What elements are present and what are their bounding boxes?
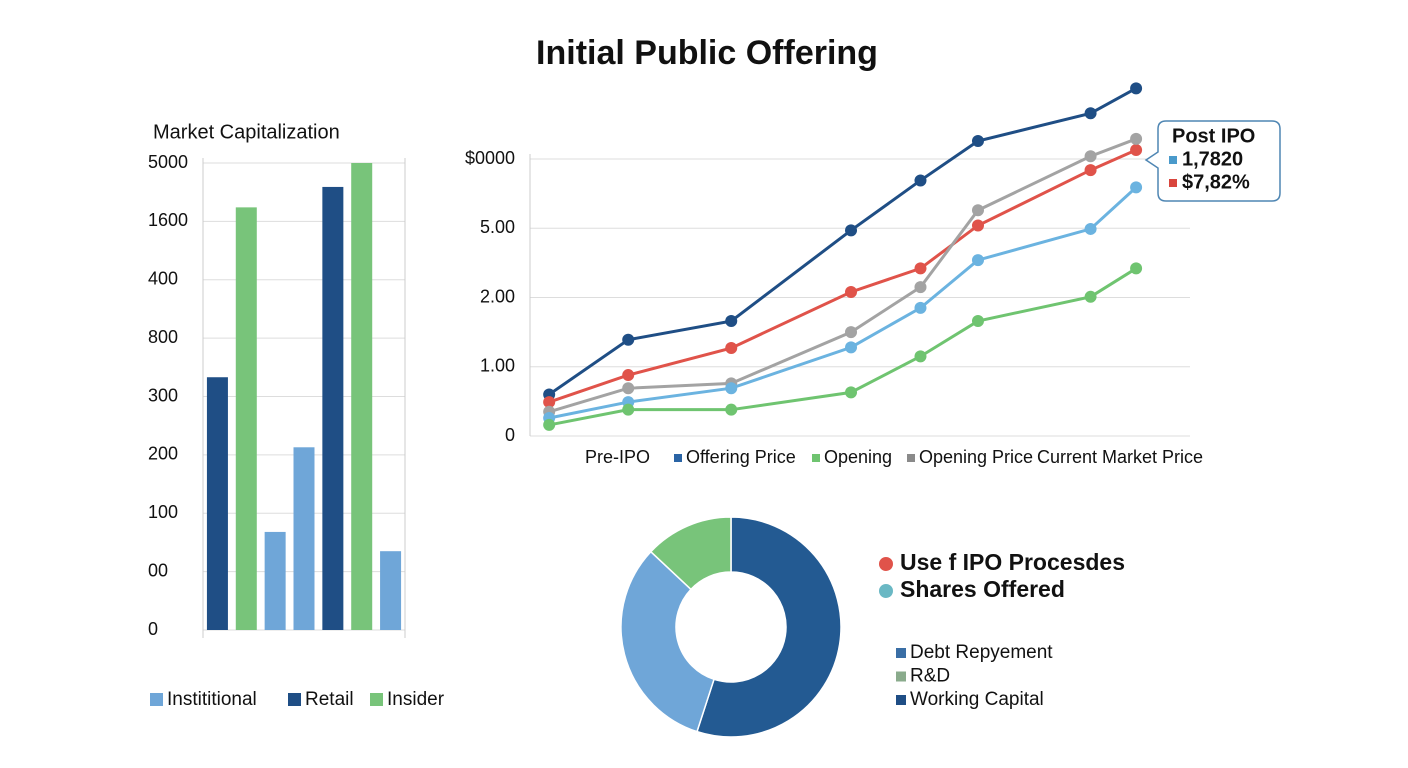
legend-label: Offering Price (686, 447, 796, 467)
point (914, 174, 927, 187)
legend-swatch (896, 671, 906, 682)
chart-title: Market Capitalization (153, 121, 340, 143)
y-tick-label: 100 (148, 502, 178, 522)
point (622, 382, 635, 395)
line-series (548, 186, 1138, 420)
point (845, 285, 858, 298)
point (725, 403, 738, 416)
legend-label: Opening Price (919, 447, 1033, 467)
point (543, 396, 556, 409)
point (1130, 262, 1143, 275)
legend-swatch (907, 454, 915, 462)
y-tick-label: 800 (148, 327, 178, 347)
bar (206, 377, 228, 630)
bar (293, 447, 315, 630)
y-tick-label: 2.00 (480, 286, 515, 306)
legend-swatch (370, 693, 383, 706)
point (845, 341, 858, 354)
point (1084, 164, 1097, 177)
point (1130, 143, 1143, 156)
legend-label: Retail (305, 689, 354, 710)
point (725, 342, 738, 355)
callout-swatch (1169, 156, 1177, 164)
point (1130, 132, 1143, 145)
legend-label: Instititional (167, 689, 257, 710)
point (622, 403, 635, 416)
legend-swatch (896, 648, 906, 658)
point (971, 204, 984, 217)
legend-dot (879, 584, 893, 598)
legend-label: Current Market Price (1037, 447, 1203, 467)
legend-label: Opening (824, 447, 892, 467)
callout-label: $7,82% (1182, 171, 1250, 193)
point (971, 315, 984, 328)
y-tick-label: $0000 (465, 148, 515, 168)
legend-label: Use f IPO Procesdes (900, 549, 1125, 575)
donut-slice (696, 516, 842, 738)
legend-label: Working Capital (910, 689, 1044, 710)
point (1084, 150, 1097, 163)
callout-label: 1,7820 (1182, 148, 1243, 170)
point (1084, 290, 1097, 303)
point (914, 281, 927, 294)
point (1130, 181, 1143, 194)
legend-swatch (896, 695, 906, 705)
legend-dot (879, 557, 893, 571)
point (543, 418, 556, 431)
callout-box (1144, 120, 1281, 202)
callout-title: Post IPO (1172, 125, 1255, 147)
point (725, 315, 738, 328)
point (622, 369, 635, 382)
point (1084, 222, 1097, 235)
y-tick-label: 00 (148, 560, 168, 580)
bar (322, 186, 344, 630)
legend-swatch (288, 693, 301, 706)
bar (351, 163, 373, 630)
point (914, 262, 927, 275)
y-tick-label: 5.00 (480, 217, 515, 237)
callout-swatch (1169, 179, 1177, 187)
point (845, 224, 858, 237)
bar (380, 551, 402, 630)
legend-label: Insider (387, 689, 445, 710)
point (971, 254, 984, 267)
line-series (548, 87, 1137, 396)
point (845, 386, 858, 399)
point (725, 382, 738, 395)
point (845, 326, 858, 339)
y-tick-label: 300 (148, 385, 178, 405)
legend-swatch (812, 454, 820, 462)
point (1084, 107, 1097, 120)
legend-swatch (150, 693, 163, 706)
legend-label: Shares Offered (900, 576, 1065, 602)
y-tick-label: 1600 (148, 210, 188, 230)
point (971, 134, 984, 147)
y-tick-label: 5000 (148, 152, 188, 172)
donut-slice (620, 550, 715, 733)
point (914, 350, 927, 363)
legend-label: R&D (910, 666, 950, 687)
line-series (548, 137, 1137, 414)
bar (235, 207, 257, 631)
bar (264, 531, 286, 630)
line-series (548, 148, 1137, 404)
legend-swatch (674, 454, 682, 462)
line-series (548, 267, 1137, 427)
page-title: Initial Public Offering (536, 34, 878, 72)
donut-slice (649, 516, 732, 591)
y-tick-label: 400 (148, 269, 178, 289)
point (1130, 82, 1143, 95)
legend-label: Pre-IPO (585, 447, 650, 467)
point (914, 301, 927, 314)
point (622, 333, 635, 346)
y-tick-label: 0 (148, 619, 158, 639)
y-tick-label: 200 (148, 444, 178, 464)
y-tick-label: 1.00 (480, 356, 515, 376)
legend-label: Debt Repyement (910, 642, 1053, 663)
y-tick-label: 0 (505, 425, 515, 445)
point (971, 219, 984, 232)
